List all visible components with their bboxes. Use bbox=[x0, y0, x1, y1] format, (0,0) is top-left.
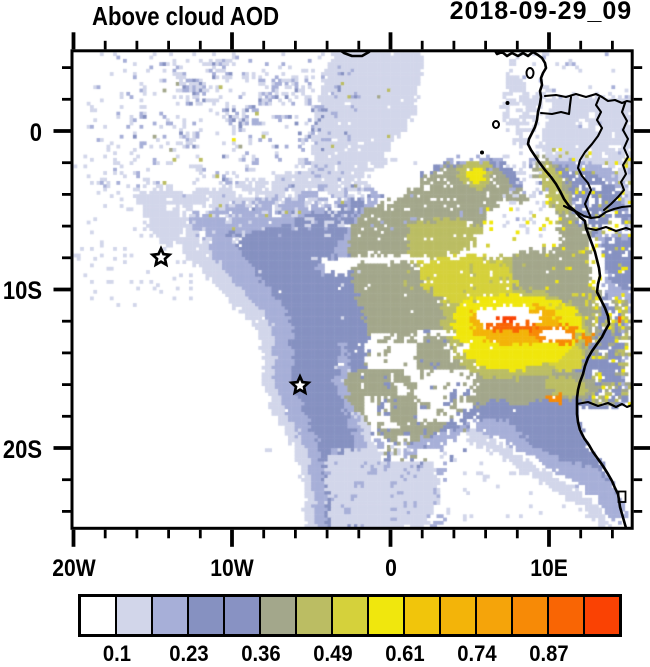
island bbox=[505, 101, 510, 105]
colorbar-cell bbox=[295, 596, 331, 634]
map-frame bbox=[70, 49, 634, 530]
country-border bbox=[602, 101, 630, 212]
y-axis-label: 0 bbox=[29, 118, 42, 147]
x-axis-label: 20W bbox=[51, 555, 96, 582]
colorbar-cell bbox=[367, 596, 403, 634]
colorbar-cell bbox=[187, 596, 223, 634]
colorbar-cell bbox=[115, 596, 151, 634]
country-border bbox=[539, 95, 573, 116]
colorbar-tick-label: 0.36 bbox=[241, 641, 281, 666]
country-border bbox=[584, 225, 633, 233]
colorbar-tick-label: 0.74 bbox=[457, 641, 498, 666]
colorbar-cell bbox=[583, 596, 619, 634]
star-marker bbox=[149, 245, 173, 268]
island bbox=[480, 150, 484, 155]
x-axis-label: 10W bbox=[210, 555, 254, 582]
y-axis-label: 20S bbox=[2, 435, 42, 464]
date-label: 2018-09-29_09 bbox=[449, 0, 633, 25]
star-marker bbox=[288, 373, 312, 396]
island bbox=[525, 67, 535, 79]
colorbar-cell bbox=[223, 596, 259, 634]
colorbar-tick-label: 0.87 bbox=[529, 641, 570, 666]
plot-title: Above cloud AOD bbox=[92, 1, 280, 31]
colorbar-cell bbox=[331, 596, 367, 634]
colorbar-cell bbox=[547, 596, 583, 634]
colorbar-tick-label: 0.61 bbox=[385, 641, 425, 666]
colorbar-cell bbox=[403, 596, 439, 634]
country-border bbox=[543, 92, 633, 105]
island bbox=[492, 120, 500, 129]
lagoon-box bbox=[617, 490, 627, 503]
x-axis-label: 10E bbox=[530, 555, 568, 582]
country-border bbox=[576, 96, 604, 220]
country-border bbox=[575, 400, 633, 409]
coastline bbox=[493, 50, 628, 529]
colorbar-tick-label: 0.1 bbox=[102, 641, 132, 666]
colorbar-cell bbox=[81, 596, 115, 634]
country-border bbox=[589, 204, 633, 220]
colorbar-cell bbox=[439, 596, 475, 634]
colorbar-cell bbox=[511, 596, 547, 634]
colorbar-tick-label: 0.49 bbox=[313, 641, 353, 666]
colorbar-cell bbox=[151, 596, 187, 634]
colorbar-tick-label: 0.23 bbox=[169, 641, 209, 666]
x-axis-label: 0 bbox=[384, 555, 397, 582]
colorbar-cell bbox=[259, 596, 295, 634]
colorbar-cell bbox=[475, 596, 511, 634]
colorbar bbox=[78, 593, 622, 637]
y-axis-label: 10S bbox=[2, 277, 42, 305]
